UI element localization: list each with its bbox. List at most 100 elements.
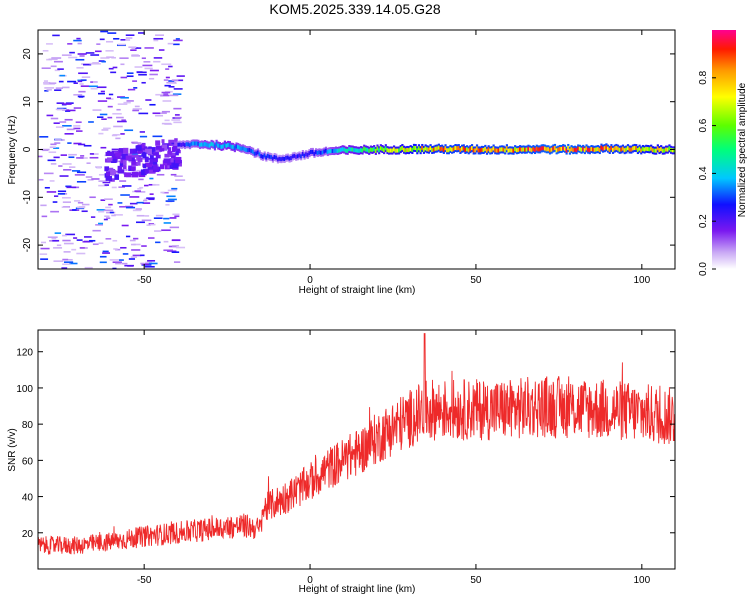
spectrogram-cell	[631, 146, 635, 151]
x-tick-label: -50	[137, 275, 152, 286]
spectrogram-cell	[495, 148, 499, 153]
spectrogram-cell	[98, 173, 107, 176]
spectrogram-cell	[88, 121, 94, 123]
spectrogram-cell	[310, 149, 313, 154]
spectrogram-cell	[42, 49, 49, 52]
spectrogram-cell	[305, 152, 308, 157]
spectrogram-cell	[51, 57, 62, 59]
spectrogram-cell	[89, 156, 99, 159]
spectrogram-cell	[149, 103, 156, 106]
spectrogram-cell	[92, 109, 102, 111]
spectrogram-cell	[361, 148, 364, 153]
spectrogram-cell	[75, 58, 85, 61]
spectrogram-cell	[251, 149, 255, 154]
spectrogram-cell	[348, 147, 351, 152]
spectrogram-cell	[301, 152, 304, 157]
spectrogram-cell	[227, 142, 230, 147]
spectrogram-cell	[456, 146, 459, 151]
spectrogram-cell	[126, 75, 134, 78]
spectrogram-cell	[169, 226, 180, 229]
spectrogram-cell	[635, 146, 638, 151]
spectrogram-cell	[228, 143, 231, 148]
spectrogram-cell	[119, 205, 126, 208]
spectrogram-cell	[399, 147, 402, 152]
spectrogram-cell	[131, 159, 136, 165]
spectrogram-cell	[149, 155, 154, 161]
spectrogram-cell	[63, 169, 72, 171]
spectrogram-cell	[74, 174, 85, 176]
y-tick-label: 120	[16, 348, 33, 359]
spectrogram-cell	[366, 147, 369, 152]
spectrogram-cell	[107, 105, 113, 108]
spectrogram-cell	[283, 157, 286, 162]
spectrogram-cell	[316, 150, 319, 155]
spectrogram-cell	[174, 175, 183, 178]
spectrogram-cell	[308, 151, 311, 156]
spectrogram-cell	[108, 67, 114, 70]
spectrogram-cell	[242, 146, 245, 151]
spectrogram-cell	[153, 157, 158, 162]
spectrogram-cell	[62, 239, 71, 242]
spectrogram-cell	[57, 193, 66, 195]
spectrogram-cell	[152, 184, 160, 186]
spectrogram-cell	[125, 206, 136, 209]
spectrogram-cell	[213, 144, 217, 149]
spectrogram-cell	[146, 224, 151, 226]
spectrogram-cell	[77, 95, 85, 98]
spectrogram-cell	[95, 50, 102, 53]
colorbar-gradient	[712, 30, 736, 269]
spectrogram-cell	[149, 69, 159, 72]
spectrogram-cell	[260, 154, 263, 159]
spectrogram-cell	[98, 184, 108, 187]
spectrogram-cell	[442, 147, 445, 152]
spectrogram-cell	[77, 201, 84, 204]
spectrogram-cell	[608, 147, 611, 152]
spectrogram-cell	[558, 146, 562, 151]
spectrogram-cell	[112, 66, 118, 69]
spectrogram-cell	[67, 80, 77, 83]
snr-y-ticks: 20 40 60 80 100 120	[16, 348, 675, 540]
spectrogram-cell	[578, 146, 581, 151]
spectrogram-cell	[46, 114, 54, 117]
spectrogram-cell	[89, 153, 94, 155]
spectrogram-cell	[102, 181, 111, 184]
spectrogram-cell	[431, 147, 434, 152]
spectrogram-cell	[296, 154, 299, 159]
spectrogram-cell	[43, 83, 52, 85]
spectrogram-cell	[288, 156, 291, 161]
spectrogram-cell	[472, 148, 475, 153]
spectrogram-cell	[59, 121, 67, 123]
spectrogram-cell	[130, 256, 137, 258]
spectrogram-cell	[144, 156, 149, 163]
spectrogram-cell	[164, 153, 170, 158]
spectrogram-cell	[426, 147, 429, 152]
spectrogram-cell	[620, 147, 623, 152]
spectrogram-cell	[63, 251, 71, 253]
spectrogram-cell	[167, 250, 177, 252]
spectrogram-cell	[593, 147, 596, 152]
spectrogram-cell	[291, 154, 295, 159]
spectrogram-cell	[119, 180, 127, 182]
colorbar-label: Normalized spectral amplitude	[737, 82, 748, 217]
spectrogram-cell	[47, 236, 58, 239]
spectrogram-cell	[223, 142, 226, 147]
spectrogram-cell	[113, 37, 120, 40]
spectrogram-cell	[538, 147, 542, 152]
spectrogram-cell	[407, 148, 411, 153]
spectrogram-cell	[388, 148, 391, 153]
spectrogram-y-ticks: -20 -10 0 10 20	[22, 48, 675, 252]
spectrogram-cell	[202, 142, 205, 147]
spectrogram-cell	[117, 120, 127, 123]
spectrogram-cell	[509, 148, 512, 153]
spectrogram-cell	[111, 134, 118, 137]
spectrogram-cell	[353, 148, 356, 153]
spectrogram-cell	[119, 162, 126, 168]
spectrogram-cell	[281, 156, 285, 161]
spectrogram-cell	[54, 232, 62, 234]
spectrogram-cell	[383, 148, 386, 153]
spectrogram-cell	[127, 88, 136, 91]
spectrogram-cell	[125, 37, 133, 39]
spectrogram-cell	[329, 149, 333, 154]
spectrogram-cell	[92, 229, 101, 232]
